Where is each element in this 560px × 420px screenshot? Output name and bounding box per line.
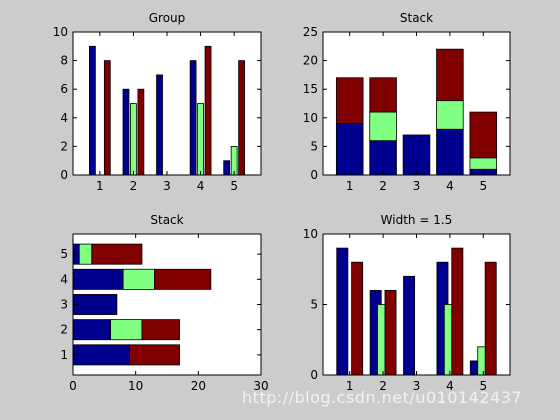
y-tick-label: 8 — [60, 54, 68, 68]
x-tick-label: 4 — [446, 379, 454, 393]
bar-segment — [369, 111, 397, 142]
bar-segment — [335, 123, 364, 176]
bar-segment — [369, 140, 397, 176]
bar-segment — [72, 268, 124, 290]
y-tick-label: 4 — [60, 272, 68, 286]
x-tick-label: 20 — [191, 379, 206, 393]
x-tick-label: 3 — [413, 179, 421, 193]
axes-group: Group 1 2 3 4 5 0 2 4 6 8 10 — [53, 11, 262, 193]
y-tick-label: 0 — [310, 168, 318, 182]
x-tick-label: 1 — [96, 179, 104, 193]
bar-segment — [141, 319, 180, 341]
x-tick-label: 1 — [346, 379, 354, 393]
bar-segment — [436, 100, 464, 130]
x-tick-label: 3 — [163, 179, 171, 193]
bar — [197, 103, 204, 176]
x-tick-label: 2 — [379, 179, 387, 193]
y-tick-label: 10 — [303, 227, 318, 241]
bar — [156, 74, 163, 176]
bar — [89, 45, 96, 176]
bar-segment — [154, 268, 212, 290]
x-tick-label: 5 — [479, 179, 487, 193]
bar — [336, 247, 349, 376]
chart-title: Group — [149, 11, 186, 25]
bar-segment — [72, 294, 118, 315]
y-tick-label: 3 — [60, 298, 68, 312]
bar — [403, 275, 416, 376]
axes-stack-horizontal: Stack 0 10 20 30 1 2 3 4 5 — [60, 213, 268, 393]
watermark-text: http://blog.csdn.net/u010142437 — [242, 388, 522, 407]
bar — [484, 261, 497, 376]
bar — [351, 261, 364, 376]
chart-title: Width = 1.5 — [381, 213, 453, 227]
x-tick-label: 0 — [69, 379, 77, 393]
bar — [204, 45, 212, 176]
y-tick-label: 20 — [303, 54, 318, 68]
axes-stack-vertical: Stack 1 2 3 4 5 0 5 10 15 20 25 — [303, 11, 511, 193]
bar-segment — [436, 48, 464, 102]
bar — [122, 88, 130, 176]
bar-segment — [469, 111, 498, 159]
bar — [238, 60, 245, 176]
bar-segment — [110, 319, 143, 341]
y-tick-label: 0 — [310, 368, 318, 382]
chart-title: Stack — [400, 11, 433, 25]
y-tick-label: 15 — [303, 82, 318, 96]
y-tick-label: 5 — [310, 298, 318, 312]
y-tick-label: 1 — [60, 348, 68, 362]
y-tick-label: 5 — [60, 247, 68, 261]
bar-segment — [91, 243, 143, 265]
bar — [223, 160, 231, 176]
bar — [130, 103, 137, 176]
bar-segment — [335, 77, 364, 124]
y-tick-label: 0 — [60, 168, 68, 182]
bar-segment — [72, 319, 111, 341]
bar — [189, 60, 197, 176]
bar — [384, 289, 397, 376]
y-tick-label: 4 — [60, 111, 68, 125]
bar — [103, 60, 111, 176]
y-tick-label: 5 — [310, 139, 318, 153]
x-tick-label: 1 — [346, 179, 354, 193]
x-tick-label: 10 — [128, 379, 143, 393]
x-tick-label: 2 — [379, 379, 387, 393]
y-tick-label: 2 — [60, 139, 68, 153]
bar-segment — [436, 128, 464, 176]
bar-segment — [72, 344, 130, 366]
y-tick-label: 25 — [303, 25, 318, 39]
bar-segment — [128, 344, 180, 366]
x-tick-label: 5 — [479, 379, 487, 393]
bar-segment — [369, 77, 397, 113]
x-tick-label: 4 — [197, 179, 205, 193]
y-tick-label: 2 — [60, 323, 68, 337]
x-tick-label: 2 — [130, 179, 138, 193]
bar — [451, 247, 464, 376]
y-tick-label: 10 — [303, 111, 318, 125]
chart-title: Stack — [150, 213, 183, 227]
bar-segment — [78, 243, 93, 265]
x-tick-label: 4 — [446, 179, 454, 193]
x-tick-label: 30 — [253, 379, 268, 393]
y-tick-label: 10 — [53, 25, 68, 39]
bar-segment — [122, 268, 155, 290]
bar — [230, 145, 238, 176]
x-tick-label: 3 — [413, 379, 421, 393]
bar-segment — [469, 157, 498, 170]
axes-width-1-5: Width = 1.5 1 2 3 4 5 0 5 10 — [303, 213, 511, 393]
y-tick-label: 6 — [60, 82, 68, 96]
x-tick-label: 5 — [230, 179, 238, 193]
bar-segment — [402, 134, 431, 176]
bar — [137, 88, 145, 176]
